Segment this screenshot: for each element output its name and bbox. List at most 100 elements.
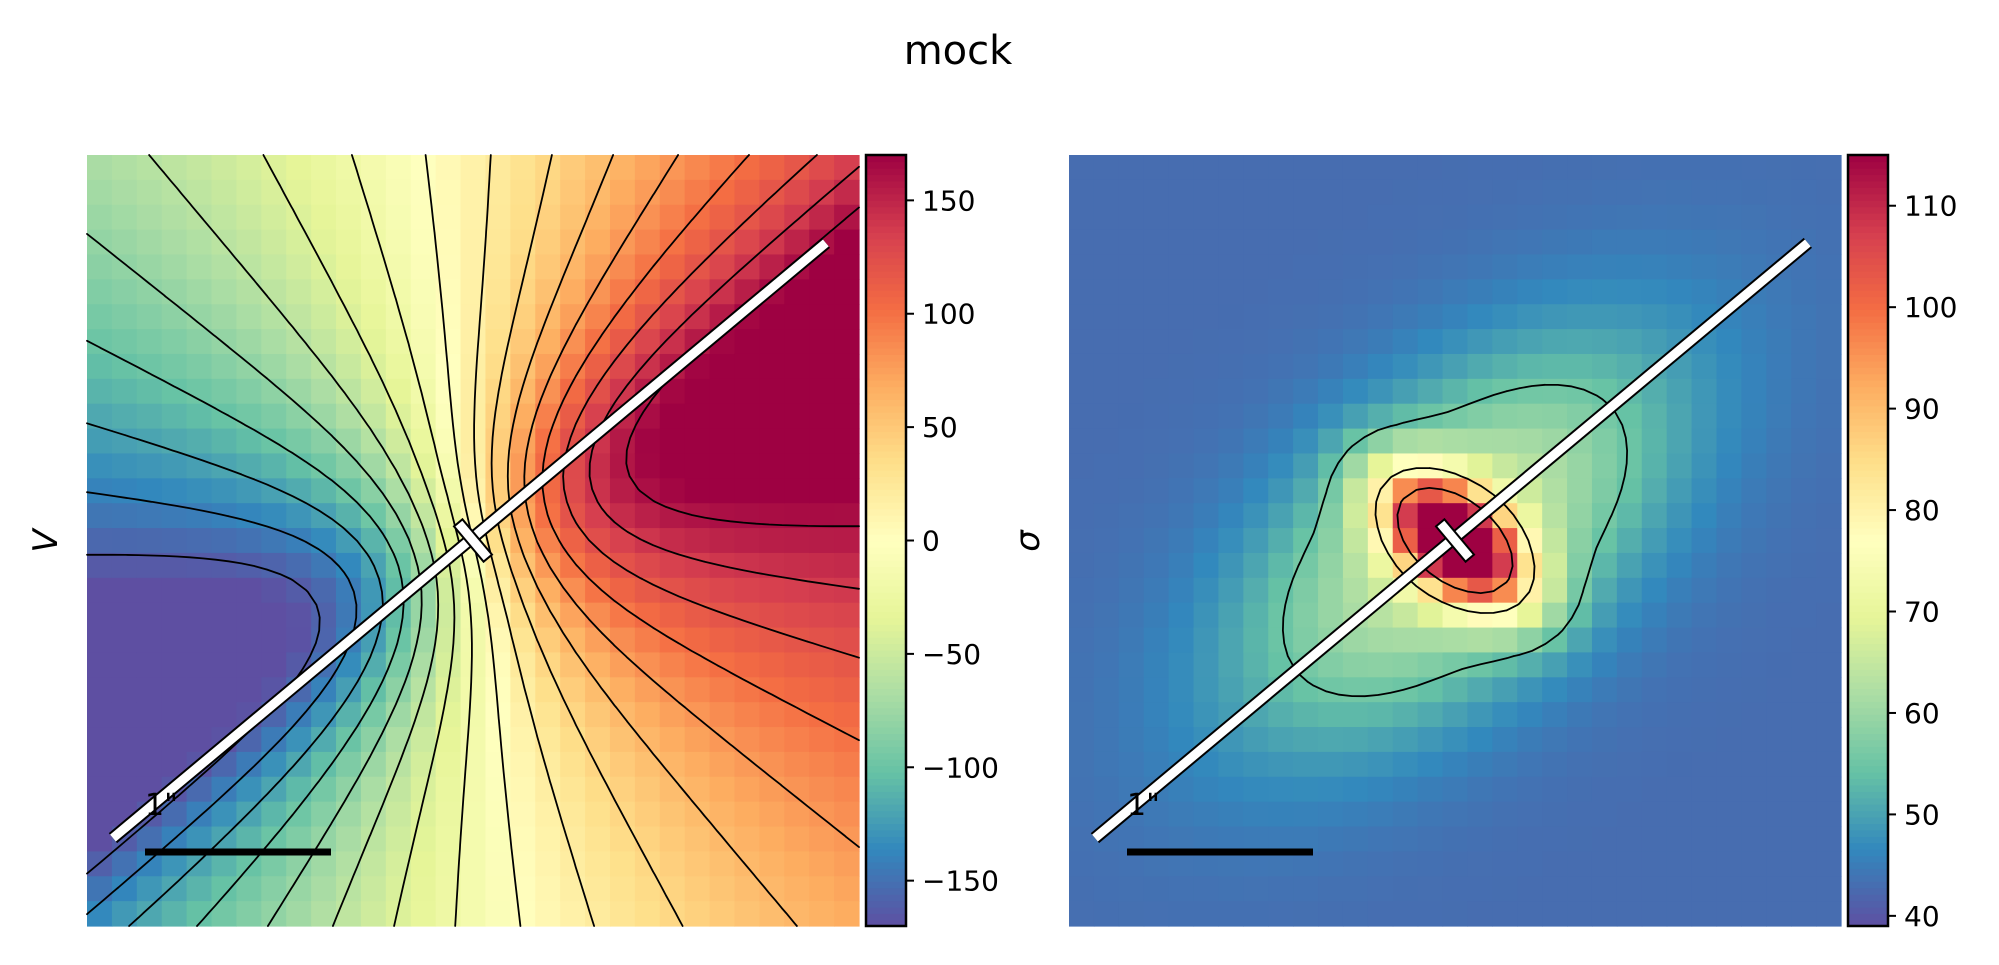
dispersion-pixel xyxy=(1069,776,1095,803)
dispersion-pixel xyxy=(1342,229,1369,256)
dispersion-pixel xyxy=(1442,702,1469,728)
velocity-pixel xyxy=(360,453,387,479)
velocity-pixel xyxy=(261,304,287,330)
velocity-pixel xyxy=(560,602,586,629)
velocity-pixel xyxy=(261,254,287,280)
velocity-pixel xyxy=(410,677,437,703)
dispersion-colorbar-tick-label: 70 xyxy=(1904,596,1940,629)
dispersion-pixel xyxy=(1591,329,1618,355)
dispersion-pixel xyxy=(1268,179,1294,206)
velocity-pixel xyxy=(585,204,611,231)
dispersion-pixel xyxy=(1168,677,1195,703)
dispersion-pixel xyxy=(1318,279,1344,305)
velocity-pixel xyxy=(311,876,337,902)
dispersion-pixel xyxy=(1367,776,1394,803)
velocity-pixel xyxy=(759,652,785,678)
dispersion-pixel xyxy=(1691,155,1718,181)
dispersion-colorbar-segment xyxy=(1848,617,1888,625)
velocity-colorbar-segment xyxy=(866,649,906,657)
velocity-pixel xyxy=(385,876,412,902)
dispersion-pixel xyxy=(1318,254,1344,280)
dispersion-pixel xyxy=(1641,776,1668,803)
velocity-pixel xyxy=(311,826,337,852)
velocity-colorbar-segment xyxy=(866,771,906,780)
velocity-pixel xyxy=(435,801,462,828)
dispersion-pixel xyxy=(1218,403,1244,430)
dispersion-pixel xyxy=(1218,876,1244,902)
dispersion-pixel xyxy=(1542,627,1568,654)
dispersion-pixel xyxy=(1218,528,1244,554)
dispersion-pixel xyxy=(1367,279,1394,305)
velocity-pixel xyxy=(460,602,487,629)
dispersion-pixel xyxy=(1218,851,1244,877)
velocity-pixel xyxy=(311,304,337,330)
dispersion-colorbar-segment xyxy=(1848,501,1888,510)
dispersion-colorbar-segment xyxy=(1848,919,1888,927)
velocity-pixel xyxy=(659,428,686,455)
dispersion-pixel xyxy=(1093,901,1120,927)
dispersion-pixel xyxy=(1118,304,1145,330)
velocity-colorbar-segment xyxy=(866,180,906,188)
dispersion-pixel xyxy=(1716,677,1742,703)
dispersion-pixel xyxy=(1716,627,1742,654)
dispersion-pixel xyxy=(1118,876,1145,902)
velocity-pixel xyxy=(261,602,287,629)
dispersion-pixel xyxy=(1293,751,1319,778)
dispersion-pixel xyxy=(1268,353,1294,380)
dispersion-pixel xyxy=(1342,329,1369,355)
velocity-pixel xyxy=(87,552,113,579)
velocity-pixel xyxy=(585,353,611,380)
dispersion-pixel xyxy=(1168,702,1195,728)
velocity-pixel xyxy=(136,254,163,280)
velocity-pixel xyxy=(659,204,686,231)
dispersion-pixel xyxy=(1591,453,1618,479)
dispersion-pixel xyxy=(1542,155,1568,181)
velocity-pixel xyxy=(186,478,213,504)
dispersion-pixel xyxy=(1168,304,1195,330)
dispersion-pixel xyxy=(1666,826,1693,852)
dispersion-pixel xyxy=(1243,378,1269,405)
dispersion-colorbar-segment xyxy=(1848,463,1888,471)
velocity-pixel xyxy=(784,329,810,355)
velocity-pixel xyxy=(560,801,586,828)
velocity-pixel xyxy=(634,552,661,579)
dispersion-pixel xyxy=(1766,602,1792,629)
dispersion-pixel xyxy=(1691,652,1718,678)
dispersion-colorbar-segment xyxy=(1848,604,1888,612)
dispersion-pixel xyxy=(1716,826,1742,852)
velocity-pixel xyxy=(261,851,287,877)
velocity-pixel xyxy=(535,528,561,554)
dispersion-pixel xyxy=(1168,353,1195,380)
dispersion-pixel xyxy=(1318,851,1344,877)
velocity-pixel xyxy=(435,577,462,604)
velocity-pixel xyxy=(261,503,287,529)
dispersion-pixel xyxy=(1143,428,1170,455)
dispersion-pixel xyxy=(1143,403,1170,430)
velocity-pixel xyxy=(634,155,661,181)
velocity-pixel xyxy=(211,304,238,330)
dispersion-pixel xyxy=(1168,229,1195,256)
dispersion-pixel xyxy=(1442,751,1469,778)
dispersion-pixel xyxy=(1367,727,1394,753)
velocity-pixel xyxy=(87,528,113,554)
dispersion-pixel xyxy=(1367,851,1394,877)
velocity-pixel xyxy=(286,304,312,330)
velocity-pixel xyxy=(286,403,312,430)
velocity-pixel xyxy=(136,702,163,728)
dispersion-pixel xyxy=(1069,403,1095,430)
velocity-pixel xyxy=(161,727,188,753)
dispersion-pixel xyxy=(1417,727,1444,753)
velocity-pixel xyxy=(684,577,711,604)
velocity-pixel xyxy=(634,652,661,678)
velocity-pixel xyxy=(385,503,412,529)
dispersion-pixel xyxy=(1816,727,1842,753)
dispersion-pixel xyxy=(1342,353,1369,380)
dispersion-pixel xyxy=(1666,901,1693,927)
velocity-pixel xyxy=(460,453,487,479)
dispersion-pixel xyxy=(1392,179,1419,206)
velocity-pixel xyxy=(734,254,760,280)
dispersion-pixel xyxy=(1118,652,1145,678)
velocity-pixel xyxy=(435,428,462,455)
dispersion-colorbar-segment xyxy=(1848,752,1888,760)
velocity-pixel xyxy=(609,179,636,206)
